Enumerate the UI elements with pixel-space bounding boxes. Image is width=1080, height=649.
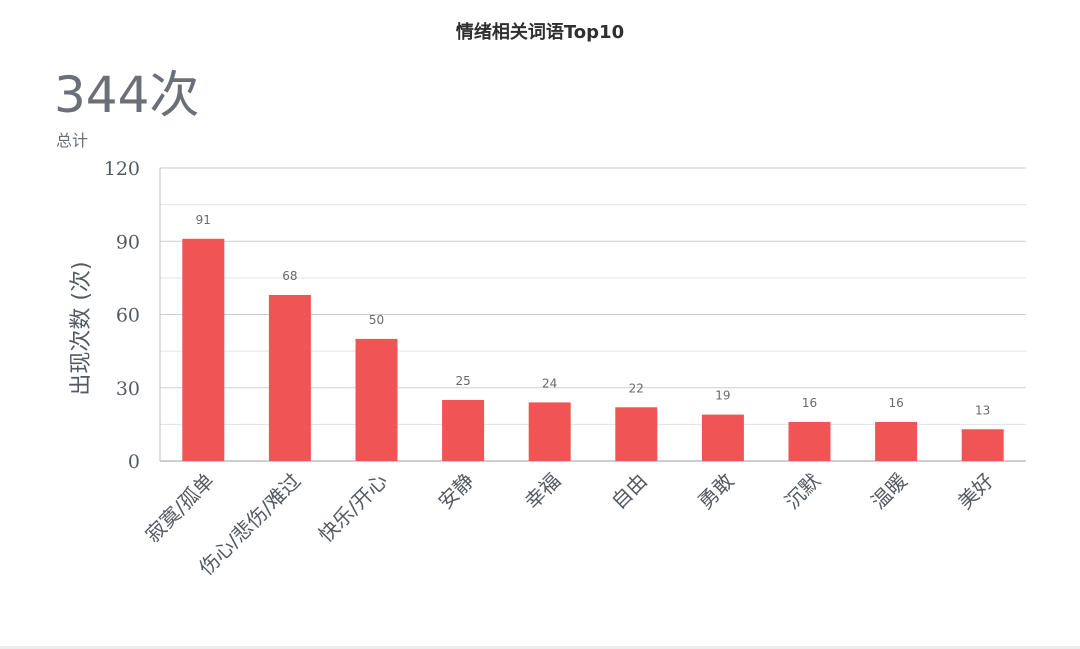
x-tick-label: 美好 (953, 469, 998, 514)
chart-title: 情绪相关词语Top10 (455, 22, 625, 43)
data-label: 19 (715, 389, 730, 403)
x-tick-label: 快乐/开心 (314, 469, 392, 547)
data-label: 24 (542, 376, 557, 390)
data-label: 22 (629, 381, 644, 395)
bar (875, 421, 918, 461)
data-label: 91 (196, 213, 211, 227)
y-tick-label: 30 (116, 378, 140, 400)
total-count-label: 总计 (56, 131, 89, 150)
total-count-value: 344次 (54, 66, 200, 124)
x-tick-label: 勇敢 (693, 469, 738, 514)
bar (268, 294, 311, 461)
data-label: 16 (802, 396, 817, 410)
bottom-divider (0, 646, 1080, 649)
data-label: 25 (455, 374, 470, 388)
bar (528, 402, 571, 461)
data-labels: 91 68 50 25 24 22 19 16 16 13 (196, 213, 991, 417)
x-tick-label: 自由 (607, 469, 652, 514)
y-tick-label: 90 (116, 231, 140, 253)
y-ticks: 0 30 60 90 120 (104, 158, 140, 473)
bar (442, 399, 485, 461)
y-tick-label: 60 (116, 305, 140, 327)
y-axis-label: 出现次数 (次) (69, 261, 94, 395)
x-tick-label: 寂寞/孤单 (141, 469, 219, 547)
bar (961, 429, 1004, 461)
bar (615, 407, 658, 461)
data-label: 16 (888, 396, 903, 410)
data-label: 50 (369, 313, 384, 327)
bar (788, 421, 831, 461)
bar (701, 414, 744, 461)
bar (182, 238, 225, 461)
bars (182, 238, 1004, 461)
x-tick-label: 沉默 (780, 469, 825, 514)
y-tick-label: 0 (128, 451, 140, 473)
y-tick-label: 120 (104, 158, 140, 180)
data-label: 68 (282, 269, 297, 283)
x-tick-label: 安静 (433, 469, 478, 514)
x-tick-label: 幸福 (520, 469, 565, 514)
x-tick-label: 温暖 (866, 469, 911, 514)
data-label: 13 (975, 403, 990, 417)
bar (355, 338, 398, 461)
